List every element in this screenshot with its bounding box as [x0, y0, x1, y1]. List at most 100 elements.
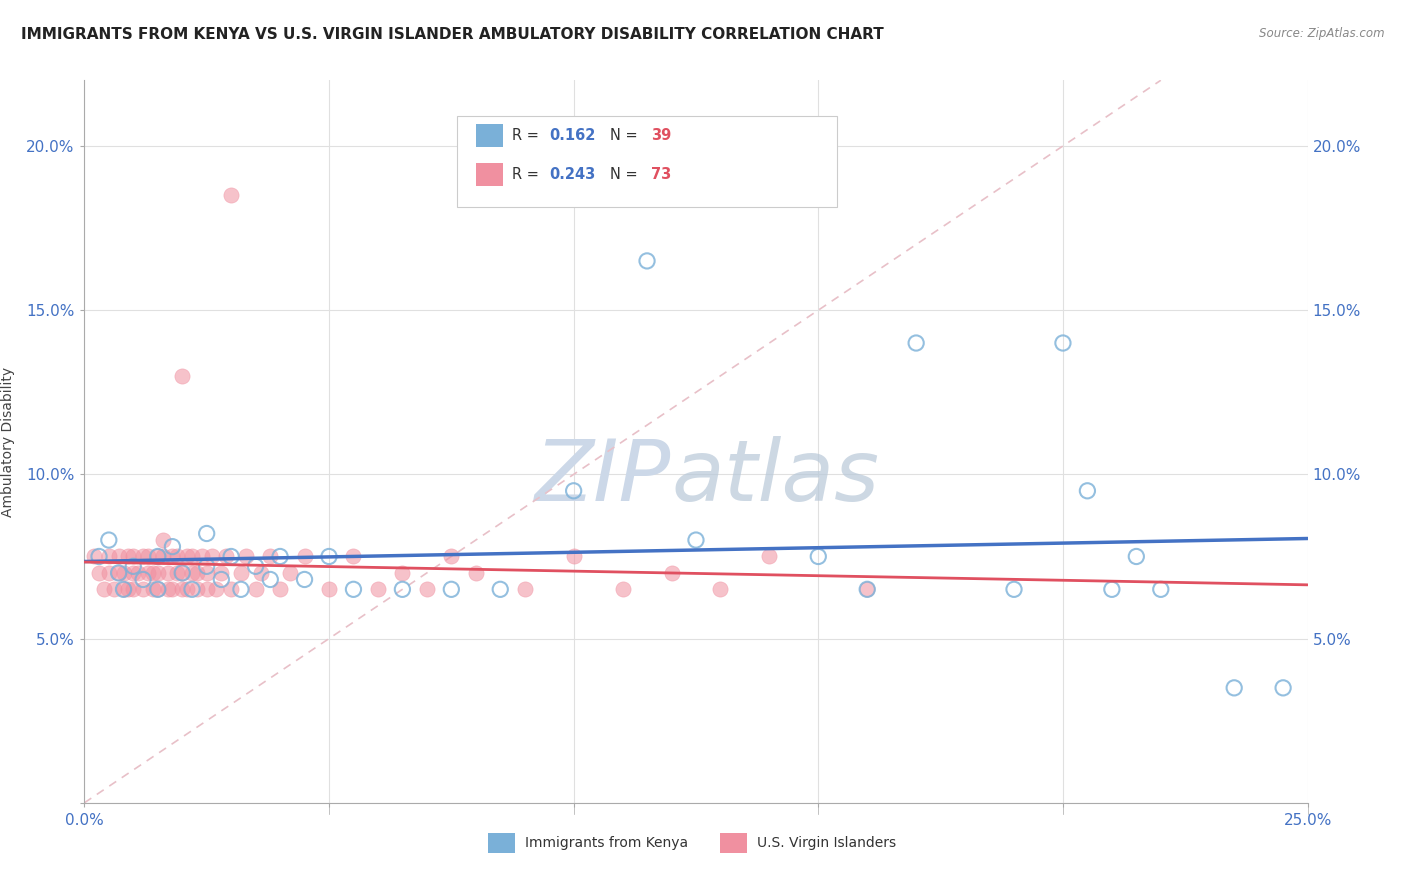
- Point: [146, 549, 169, 564]
- Point: [245, 582, 267, 597]
- Point: [245, 559, 267, 574]
- Point: [215, 549, 238, 564]
- Point: [1150, 582, 1173, 597]
- Point: [1076, 483, 1098, 498]
- Point: [162, 540, 184, 554]
- Point: [249, 566, 271, 580]
- Point: [489, 582, 512, 597]
- Point: [152, 533, 174, 547]
- Point: [636, 253, 658, 268]
- Bar: [720, 833, 748, 854]
- Point: [97, 549, 120, 564]
- Bar: [475, 124, 503, 147]
- Text: R =: R =: [513, 167, 544, 182]
- Point: [195, 526, 218, 541]
- Point: [200, 549, 222, 564]
- Point: [181, 566, 204, 580]
- Text: ZIP: ZIP: [536, 436, 672, 519]
- Point: [107, 549, 129, 564]
- Text: N =: N =: [610, 128, 643, 144]
- Point: [172, 368, 194, 383]
- Point: [513, 582, 536, 597]
- Y-axis label: Ambulatory Disability: Ambulatory Disability: [1, 367, 15, 516]
- FancyBboxPatch shape: [457, 116, 837, 207]
- Point: [391, 566, 413, 580]
- Point: [195, 566, 218, 580]
- Point: [856, 582, 879, 597]
- Point: [87, 549, 110, 564]
- Point: [142, 582, 165, 597]
- Point: [209, 573, 232, 587]
- Point: [219, 549, 242, 564]
- Point: [103, 582, 125, 597]
- Point: [136, 549, 159, 564]
- Point: [112, 566, 135, 580]
- Point: [83, 549, 105, 564]
- Point: [127, 566, 149, 580]
- Point: [172, 566, 194, 580]
- Point: [269, 549, 291, 564]
- Point: [807, 549, 830, 564]
- Point: [661, 566, 683, 580]
- Point: [146, 582, 169, 597]
- Point: [156, 566, 179, 580]
- Point: [440, 549, 463, 564]
- Point: [191, 549, 214, 564]
- Text: 39: 39: [651, 128, 671, 144]
- Point: [685, 533, 707, 547]
- Text: U.S. Virgin Islanders: U.S. Virgin Islanders: [758, 837, 896, 850]
- Point: [440, 582, 463, 597]
- Point: [562, 549, 585, 564]
- Point: [122, 559, 145, 574]
- Point: [1002, 582, 1025, 597]
- Point: [122, 582, 145, 597]
- Point: [132, 582, 155, 597]
- Point: [709, 582, 731, 597]
- Bar: [475, 163, 503, 186]
- Text: N =: N =: [610, 167, 643, 182]
- Point: [152, 549, 174, 564]
- Point: [229, 582, 252, 597]
- Point: [905, 336, 928, 351]
- Point: [391, 582, 413, 597]
- Text: IMMIGRANTS FROM KENYA VS U.S. VIRGIN ISLANDER AMBULATORY DISABILITY CORRELATION : IMMIGRANTS FROM KENYA VS U.S. VIRGIN ISL…: [21, 27, 884, 42]
- Point: [87, 566, 110, 580]
- Point: [464, 566, 486, 580]
- Point: [229, 566, 252, 580]
- Point: [162, 549, 184, 564]
- Point: [176, 549, 198, 564]
- Point: [166, 549, 188, 564]
- Point: [186, 582, 208, 597]
- Point: [259, 573, 281, 587]
- Point: [146, 582, 169, 597]
- Text: 73: 73: [651, 167, 671, 182]
- Point: [181, 549, 204, 564]
- Point: [1223, 681, 1246, 695]
- Point: [107, 566, 129, 580]
- Point: [342, 549, 364, 564]
- Point: [162, 582, 184, 597]
- Point: [117, 549, 139, 564]
- Point: [142, 566, 165, 580]
- Point: [166, 566, 188, 580]
- Text: Source: ZipAtlas.com: Source: ZipAtlas.com: [1260, 27, 1385, 40]
- Point: [136, 566, 159, 580]
- Point: [132, 549, 155, 564]
- Point: [112, 582, 135, 597]
- Point: [205, 582, 228, 597]
- Point: [219, 582, 242, 597]
- Point: [97, 533, 120, 547]
- Point: [172, 582, 194, 597]
- Point: [186, 566, 208, 580]
- Point: [856, 582, 879, 597]
- Point: [562, 483, 585, 498]
- Point: [219, 188, 242, 202]
- Point: [416, 582, 439, 597]
- Point: [259, 549, 281, 564]
- Point: [176, 582, 198, 597]
- Text: 0.243: 0.243: [550, 167, 595, 182]
- Bar: [488, 833, 515, 854]
- Text: atlas: atlas: [672, 436, 880, 519]
- Point: [112, 582, 135, 597]
- Point: [195, 559, 218, 574]
